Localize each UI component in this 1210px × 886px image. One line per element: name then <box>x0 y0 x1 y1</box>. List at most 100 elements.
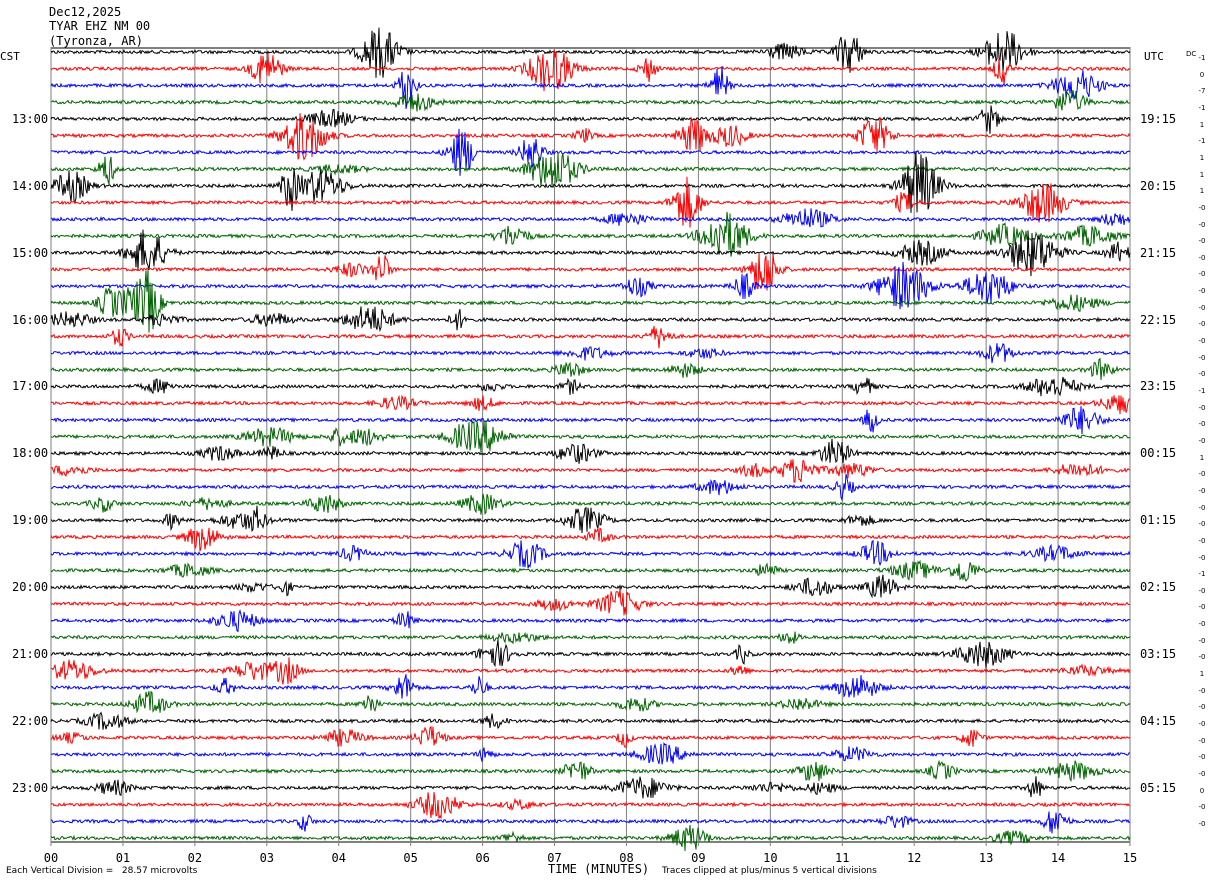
seismic-trace <box>50 674 1131 699</box>
dc-offset-label: -0 <box>1198 586 1206 595</box>
seismic-trace <box>50 574 1131 599</box>
seismic-trace <box>50 759 1131 783</box>
seismic-trace <box>50 539 1131 569</box>
seismic-trace <box>50 406 1131 435</box>
seismic-trace <box>50 609 1131 633</box>
seismic-trace <box>50 631 1131 645</box>
dc-offset-label: -0 <box>1198 803 1206 812</box>
hour-label-left: 15:00 <box>12 245 49 260</box>
seismic-trace <box>50 376 1131 397</box>
dc-offset-label: -1 <box>1198 137 1206 146</box>
dc-offset-label: -0 <box>1198 237 1206 246</box>
dc-offset-label: -0 <box>1198 703 1206 712</box>
dc-offset-label: -0 <box>1198 270 1206 279</box>
seismic-trace <box>50 811 1131 834</box>
dc-offset-label: -0 <box>1198 470 1206 479</box>
hour-label-right: 00:15 <box>1140 446 1177 461</box>
hour-label-left: 21:00 <box>12 647 49 662</box>
dc-offset-label: 1 <box>1199 120 1205 129</box>
seismic-trace <box>50 357 1131 381</box>
x-tick-label: 12 <box>906 851 922 865</box>
seismic-trace <box>50 208 1131 228</box>
dc-offset-label: -0 <box>1198 520 1206 529</box>
x-axis-title: TIME (MINUTES) <box>548 862 650 876</box>
dc-offset-label: -0 <box>1198 486 1206 495</box>
seismic-trace <box>50 150 1131 213</box>
seismic-trace <box>50 66 1131 109</box>
seismic-trace <box>50 505 1131 534</box>
dc-offset-label: -1 <box>1198 387 1206 395</box>
x-tick-label: 15 <box>1122 851 1138 865</box>
hour-label-left: 14:00 <box>12 178 49 193</box>
hour-label-left: 23:00 <box>12 780 49 795</box>
hour-label-right: 20:15 <box>1140 178 1177 193</box>
seismic-trace <box>50 588 1131 616</box>
dc-offset-label: -0 <box>1198 287 1206 296</box>
seismic-trace <box>50 229 1131 277</box>
dc-offset-label: -0 <box>1198 420 1206 429</box>
dc-offset-label: -0 <box>1198 753 1206 762</box>
hour-label-left: 20:00 <box>12 580 49 595</box>
seismic-trace <box>50 792 1131 820</box>
dc-offset-label: 1 <box>1199 153 1205 162</box>
hour-label-right: 23:15 <box>1140 379 1177 394</box>
dc-offset-label: -0 <box>1198 736 1206 745</box>
dc-offset-label: 1 <box>1199 453 1205 462</box>
dc-offset-label: -0 <box>1198 720 1206 728</box>
seismic-trace <box>50 493 1131 515</box>
hour-label-left: 19:00 <box>12 513 49 528</box>
dc-offset-label: -0 <box>1198 403 1206 412</box>
seismic-trace <box>50 419 1131 454</box>
dc-offset-label: -1 <box>1198 570 1206 579</box>
hour-label-left: 18:00 <box>12 446 49 461</box>
x-tick-label: 06 <box>475 851 490 865</box>
dc-offset-label: 1 <box>1199 187 1205 196</box>
dc-offset-label: -0 <box>1198 653 1206 662</box>
seismic-trace <box>50 639 1131 669</box>
hour-label-right: 19:15 <box>1140 111 1177 126</box>
seismic-trace <box>50 438 1131 464</box>
seismic-trace <box>50 343 1131 364</box>
seismic-trace <box>50 325 1131 349</box>
x-tick-label: 07 <box>547 851 562 865</box>
x-tick-label: 00 <box>43 851 59 865</box>
seismic-trace <box>50 261 1131 310</box>
x-tick-label: 14 <box>1050 851 1066 865</box>
x-tick-label: 01 <box>115 851 131 865</box>
clip-note: Traces clipped at plus/minus 5 vertical … <box>662 866 877 876</box>
seismic-trace <box>50 252 1131 291</box>
seismic-trace <box>50 152 1131 188</box>
seismic-trace <box>50 690 1131 714</box>
x-tick-label: 10 <box>763 851 778 865</box>
seismic-trace <box>50 105 1131 134</box>
seismic-trace <box>50 27 1131 78</box>
dc-offset-label: -0 <box>1198 370 1206 379</box>
seismic-trace <box>50 527 1131 552</box>
seismic-trace <box>50 824 1131 852</box>
seismic-trace <box>50 113 1131 161</box>
dc-offset-label: -0 <box>1198 203 1206 212</box>
seismic-trace <box>50 473 1131 502</box>
dc-offset-label: -0 <box>1198 769 1206 778</box>
hour-label-left: 13:00 <box>12 111 49 126</box>
x-tick-label: 05 <box>403 851 418 865</box>
x-tick-label: 11 <box>835 851 850 865</box>
dc-offset-label: 1 <box>1199 170 1205 179</box>
seismic-trace <box>50 559 1131 582</box>
timezone-left-label: CST <box>0 50 20 63</box>
seismic-trace <box>50 176 1131 228</box>
dc-offset-label: -1 <box>1198 103 1206 112</box>
dc-offset-label: -7 <box>1198 87 1206 96</box>
seismic-trace <box>50 306 1131 333</box>
hour-label-right: 04:15 <box>1140 713 1177 728</box>
hour-label-left: 17:00 <box>12 379 49 394</box>
dc-offset-label: -0 <box>1198 553 1206 562</box>
hour-label-right: 21:15 <box>1140 245 1177 260</box>
dc-offset-label: -0 <box>1198 536 1206 545</box>
dc-offset-label: -0 <box>1198 220 1206 229</box>
dc-offset-label: -0 <box>1198 620 1206 629</box>
dc-offset-label: -0 <box>1198 253 1206 262</box>
seismic-trace <box>50 776 1131 799</box>
x-tick-label: 02 <box>187 851 203 865</box>
